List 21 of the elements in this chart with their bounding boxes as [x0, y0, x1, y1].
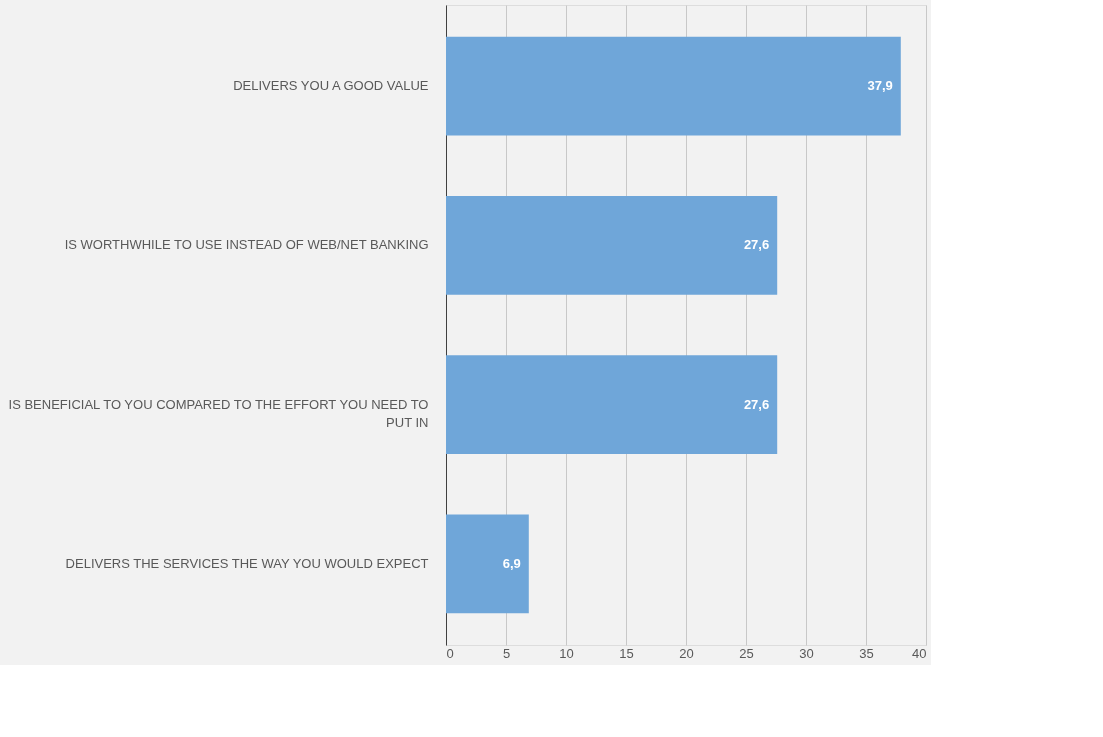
x-tick-label: 25 — [739, 645, 754, 661]
x-tick-label: 0 — [446, 645, 454, 661]
y-tick-label: DELIVERS YOU A GOOD VALUE — [233, 78, 429, 94]
data-label: 37,9 — [867, 78, 893, 94]
data-label: 27,6 — [743, 396, 770, 412]
y-tick-label: DELIVERS THE SERVICES THE WAY YOU WOULD EXPECT — [65, 555, 429, 571]
bar — [446, 514, 529, 614]
x-tick-label: 35 — [859, 645, 874, 661]
data-label: 27,6 — [743, 237, 770, 253]
data-label: 6,9 — [502, 555, 521, 571]
bar — [446, 355, 778, 454]
x-tick-label: 10 — [559, 645, 574, 661]
x-tick-label: 5 — [502, 645, 511, 661]
bar — [446, 36, 901, 136]
y-tick-label: IS BENEFICIAL TO YOU COMPARED TO THE EFFORT YOU NEED TO PUT IN — [8, 396, 429, 430]
bar — [446, 196, 778, 295]
x-tick-label: 20 — [679, 645, 694, 661]
x-tick-label: 30 — [799, 645, 814, 661]
x-tick-label: 15 — [619, 645, 634, 661]
x-tick-label: 40 — [912, 645, 927, 661]
y-tick-label: IS WORTHWHILE TO USE INSTEAD OF WEB/NET BANKING — [64, 237, 429, 253]
